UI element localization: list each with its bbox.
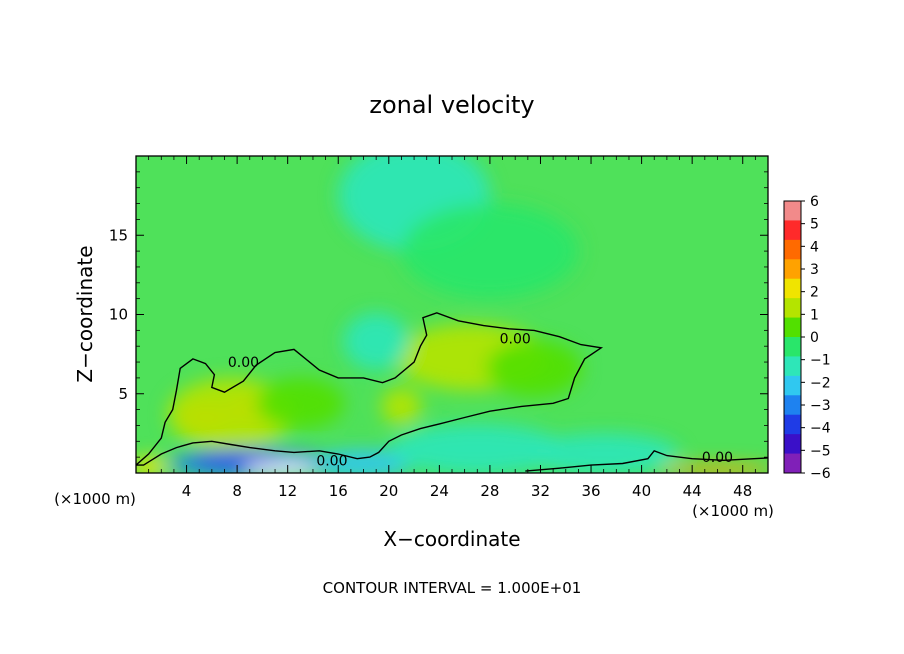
x-tick-label-4: 20 — [379, 482, 398, 500]
x-tick-label-7: 32 — [531, 482, 550, 500]
y-axis-label: Z−coordinate — [73, 245, 97, 382]
x-tick-label-0: 4 — [182, 482, 192, 500]
colorbar-label-7: −1 — [810, 353, 831, 369]
colorbar-swatch-12 — [784, 434, 801, 455]
velocity-field — [136, 156, 768, 473]
colorbar-label-10: −4 — [810, 421, 831, 437]
contour-label-3: 0.00 — [702, 450, 733, 466]
field-blob-3 — [256, 377, 345, 429]
colorbar-swatch-10 — [784, 395, 801, 416]
x-unit-right: (×1000 m) — [692, 502, 774, 520]
x-tick-label-1: 8 — [232, 482, 242, 500]
field-blob-14 — [388, 423, 566, 473]
y-axis-ticks: 5 10 15 — [109, 171, 768, 458]
x-tick-label-9: 40 — [632, 482, 651, 500]
field-blob-9 — [401, 203, 579, 299]
contour-label-0: 0.00 — [228, 355, 259, 371]
x-tick-label-11: 48 — [733, 482, 752, 500]
contour-interval-note: CONTOUR INTERVAL = 1.000E+01 — [323, 579, 582, 597]
field-blob-17 — [136, 457, 168, 473]
colorbar-swatch-7 — [784, 337, 801, 357]
x-tick-label-3: 16 — [329, 482, 348, 500]
colorbar-label-6: 0 — [810, 330, 819, 346]
colorbar-label-2: 4 — [810, 239, 819, 255]
x-axis-ticks: 4 8 12 16 20 24 28 32 36 40 44 48 — [148, 156, 756, 500]
field-blob-4 — [381, 387, 422, 426]
contour-zero-bottom — [525, 449, 768, 472]
field-blob-15 — [527, 433, 680, 473]
x-unit-left: (×1000 m) — [54, 490, 136, 508]
colorbar-swatch-4 — [784, 278, 801, 299]
x-tick-label-8: 36 — [581, 482, 600, 500]
colorbar-label-11: −5 — [810, 443, 831, 459]
x-tick-label-10: 44 — [683, 482, 702, 500]
field-blob-16 — [660, 464, 768, 473]
colorbar-label-5: 1 — [810, 307, 819, 323]
colorbar-label-8: −2 — [810, 375, 831, 391]
colorbar-swatch-9 — [784, 375, 801, 396]
colorbar-swatch-2 — [784, 239, 801, 260]
field-blob-11 — [192, 450, 282, 467]
colorbar-swatch-11 — [784, 414, 801, 435]
x-tick-label-2: 12 — [278, 482, 297, 500]
contour-zero-main — [136, 312, 604, 466]
chart-title: zonal velocity — [369, 91, 534, 119]
x-tick-label-5: 24 — [430, 482, 449, 500]
colorbar-swatch-8 — [784, 356, 801, 377]
y-tick-label-1: 10 — [109, 306, 128, 324]
y-tick-label-2: 15 — [109, 226, 128, 244]
colorbar-swatch-5 — [784, 298, 801, 319]
y-tick-label-0: 5 — [118, 385, 128, 403]
field-blob-6 — [486, 339, 583, 397]
colorbar-label-0: 6 — [810, 194, 819, 210]
colorbar-swatch-0 — [784, 201, 801, 221]
colorbar-swatch-6 — [784, 317, 801, 338]
plot-area: 0.00 0.00 0.00 0.00 — [135, 155, 769, 474]
contour-label-1: 0.00 — [500, 331, 531, 347]
colorbar-label-12: −6 — [810, 466, 831, 482]
colorbar-label-1: 5 — [810, 217, 819, 233]
contour-label-2: 0.00 — [316, 453, 347, 469]
colorbar-label-3: 3 — [810, 262, 819, 278]
field-blob-7 — [343, 312, 410, 370]
colorbar-label-4: 2 — [810, 285, 819, 301]
x-axis-label: X−coordinate — [383, 527, 520, 551]
colorbar: 6 5 4 3 2 1 0 −1 −2 −3 −4 −5 −6 — [783, 194, 831, 482]
x-tick-label-6: 28 — [480, 482, 499, 500]
colorbar-swatch-1 — [784, 220, 801, 241]
colorbar-label-9: −3 — [810, 398, 831, 414]
colorbar-swatch-13 — [784, 453, 801, 474]
contour-labels: 0.00 0.00 0.00 0.00 — [228, 331, 733, 469]
zero-contours — [136, 312, 768, 472]
colorbar-swatch-3 — [784, 259, 801, 280]
